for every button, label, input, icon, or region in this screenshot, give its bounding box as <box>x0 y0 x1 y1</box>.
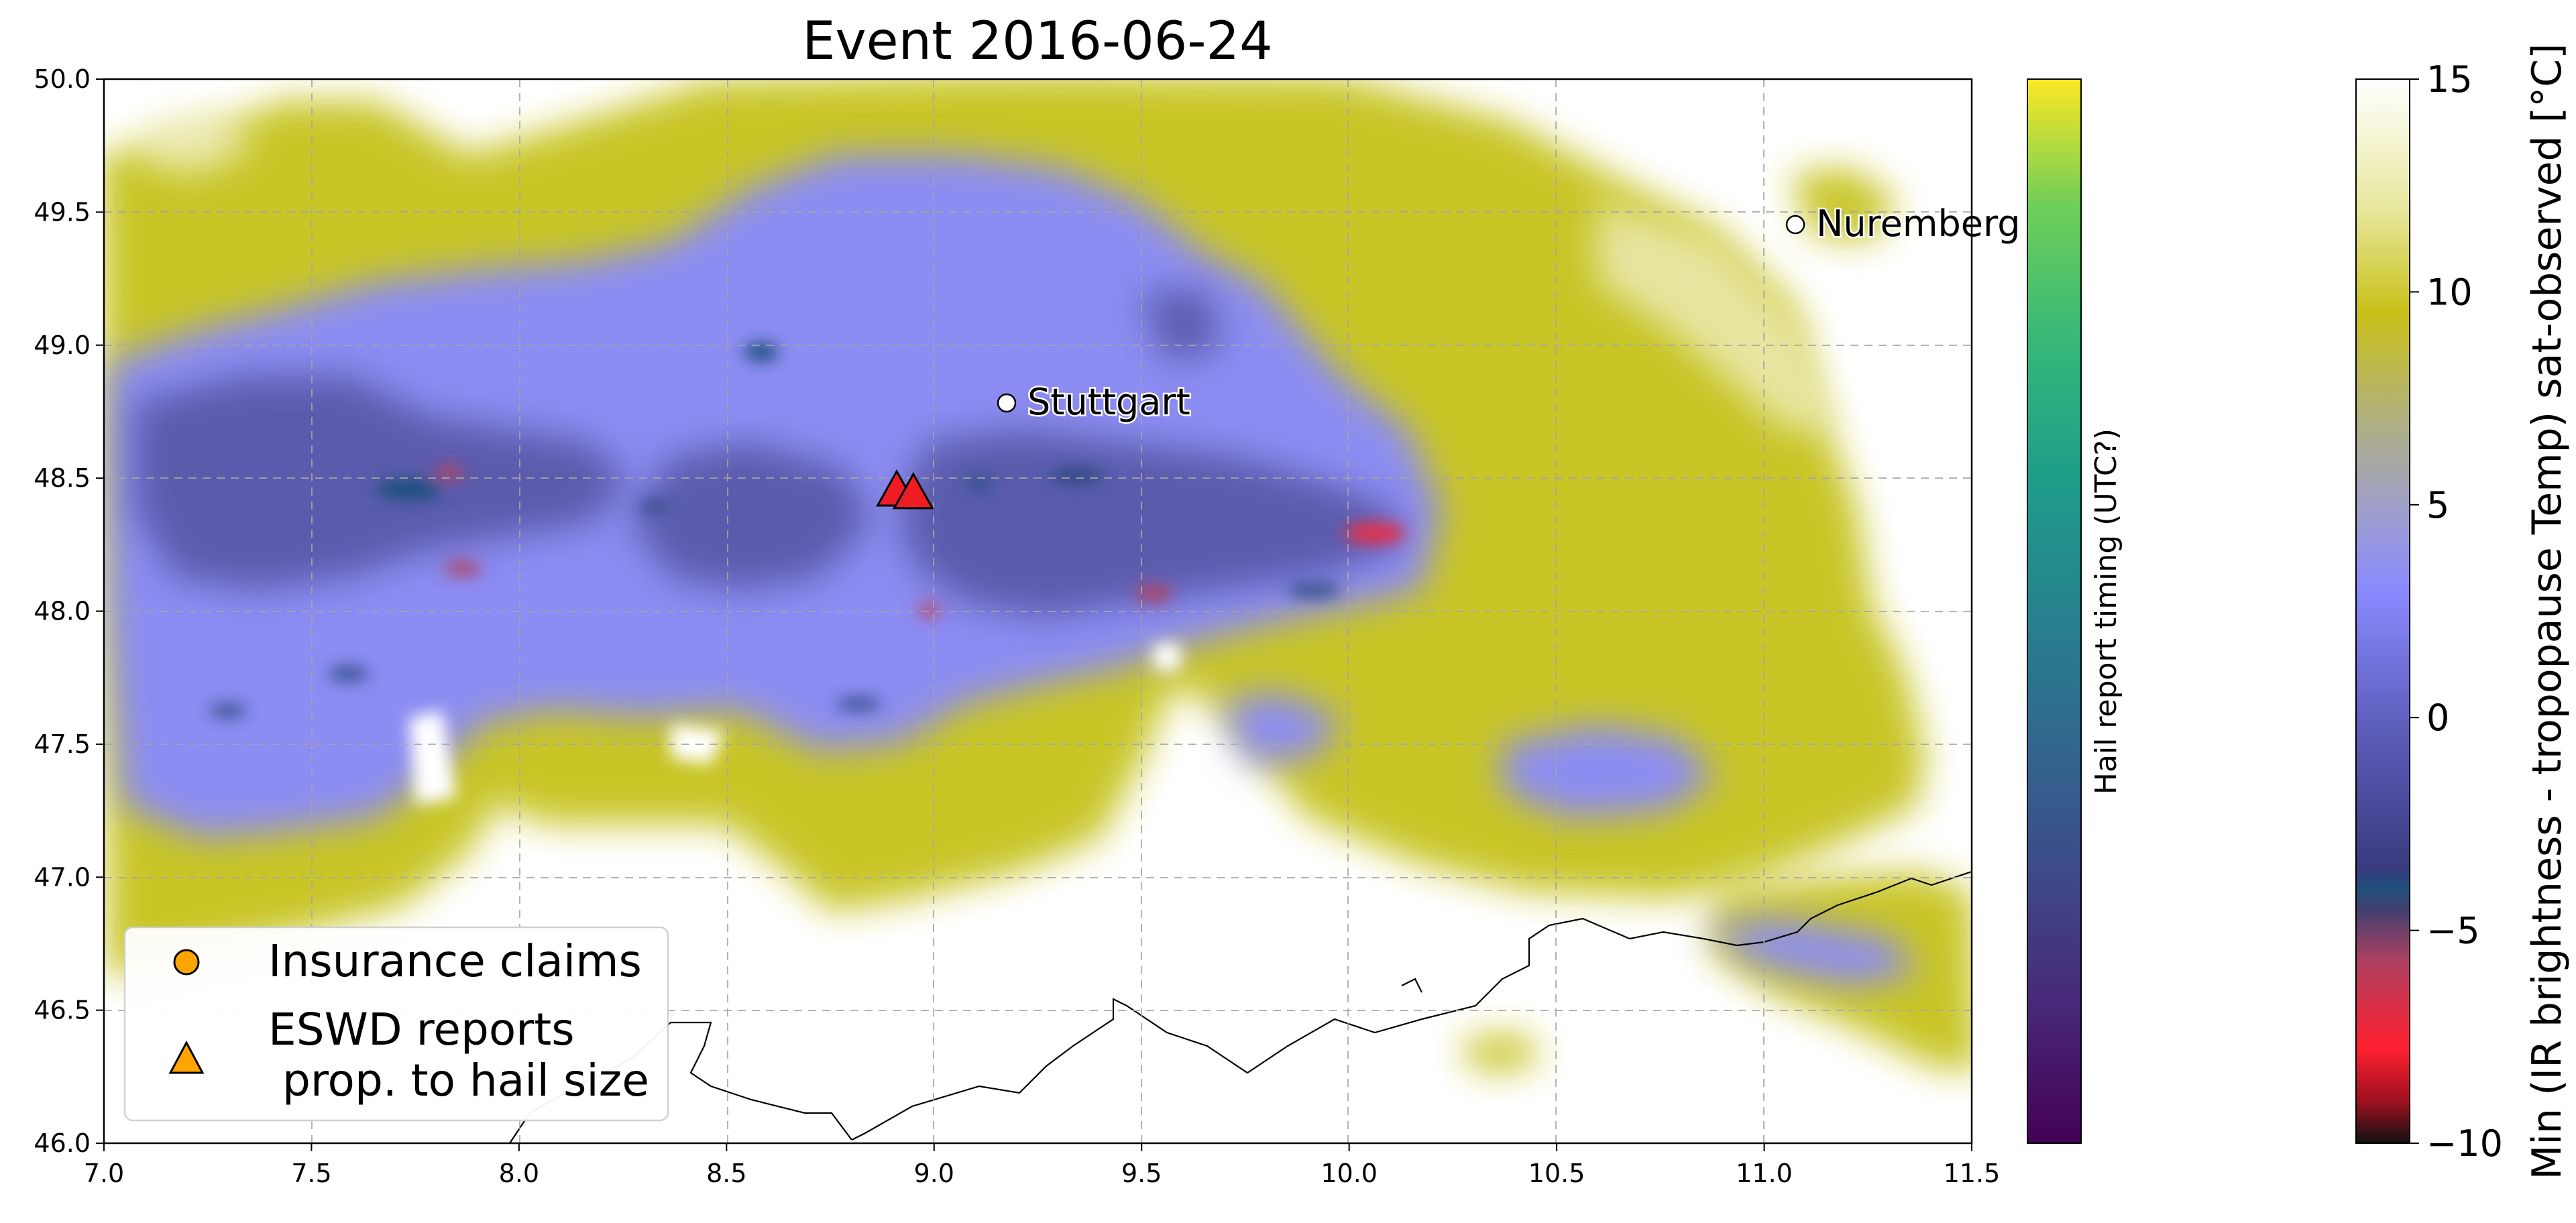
x-tick-label: 7.5 <box>291 1159 331 1188</box>
x-tick-label: 7.0 <box>84 1159 124 1188</box>
temp-tick-label: 5 <box>2426 484 2449 526</box>
legend-label-eswd-reports: ESWD reports prop. to hail size <box>268 1004 649 1106</box>
y-tick-label: 48.0 <box>34 597 91 626</box>
y-tick-label: 50.0 <box>34 64 91 94</box>
city-stuttgart: Stuttgart <box>997 380 1192 425</box>
y-tick-label: 46.0 <box>34 1128 91 1158</box>
legend-eswd-line-2: prop. to hail size <box>268 1055 649 1106</box>
eswd-report-triangle-icon <box>168 1040 205 1074</box>
legend: Insurance claims ESWD reports prop. to h… <box>123 926 669 1122</box>
brightness-temperature-field <box>104 79 1972 1143</box>
y-tick-label: 47.0 <box>34 862 91 892</box>
latitude-tick-labels: 46.0 46.5 47.0 47.5 48.0 48.5 49.0 49.5 50.0 <box>34 64 104 1158</box>
x-tick-label: 10.5 <box>1528 1159 1585 1188</box>
x-tick-label: 10.0 <box>1321 1159 1378 1188</box>
temperature-colorbar: 15 10 5 0 −5 −10 Min (IR brightness - tropopa… <box>2355 44 2571 1180</box>
longitude-tick-labels: 7.0 7.5 8.0 8.5 9.0 9.5 10.0 10.5 11.0 11.5 <box>84 1143 2001 1188</box>
temp-tick-label: 15 <box>2426 58 2473 101</box>
city-label-nuremberg: Nuremberg <box>1816 202 2021 245</box>
temp-tick-label: −5 <box>2426 910 2480 952</box>
insurance-claim-circle-icon <box>173 949 200 976</box>
x-tick-label: 9.0 <box>914 1159 954 1188</box>
timing-colorbar-label: Hail report timing (UTC?) <box>2089 428 2123 795</box>
map-gridlines <box>104 79 1972 1143</box>
x-tick-label: 9.5 <box>1121 1159 1162 1188</box>
legend-item-insurance-claims: Insurance claims <box>173 935 642 987</box>
map-title: Event 2016-06-24 <box>802 11 1273 72</box>
y-tick-label: 49.5 <box>34 197 91 227</box>
y-tick-label: 47.5 <box>34 730 91 759</box>
temperature-colorbar-label: Min (IR brightness - tropopause Temp) sa… <box>2524 44 2571 1180</box>
temp-tick-label: 0 <box>2426 697 2449 739</box>
temp-tick-label: −10 <box>2426 1122 2503 1165</box>
timing-colorbar: Hail report timing (UTC?) <box>2027 78 2123 1144</box>
temp-tick-label: 10 <box>2426 271 2473 313</box>
y-tick-label: 46.5 <box>34 996 91 1025</box>
map-area: Stuttgart Nuremberg <box>103 78 2022 1145</box>
legend-eswd-line-1: ESWD reports <box>268 1004 575 1055</box>
x-tick-label: 8.0 <box>499 1159 539 1188</box>
city-label-stuttgart: Stuttgart <box>1027 381 1190 423</box>
x-tick-label: 11.0 <box>1736 1159 1793 1188</box>
legend-label-insurance-claims: Insurance claims <box>268 935 642 987</box>
legend-item-eswd-reports: ESWD reports prop. to hail size <box>168 1004 649 1106</box>
temperature-colorbar-ticks: 15 10 5 0 −5 −10 <box>2410 58 2503 1165</box>
city-nuremberg: Nuremberg <box>1785 201 2022 247</box>
y-tick-label: 48.5 <box>34 463 91 493</box>
x-tick-label: 8.5 <box>706 1159 746 1188</box>
eswd-report-markers <box>876 469 934 510</box>
y-tick-label: 49.0 <box>34 331 91 360</box>
overshooting-tops <box>209 343 1406 717</box>
eswd-report-marker-2 <box>892 471 934 510</box>
x-tick-label: 11.5 <box>1944 1159 2001 1188</box>
